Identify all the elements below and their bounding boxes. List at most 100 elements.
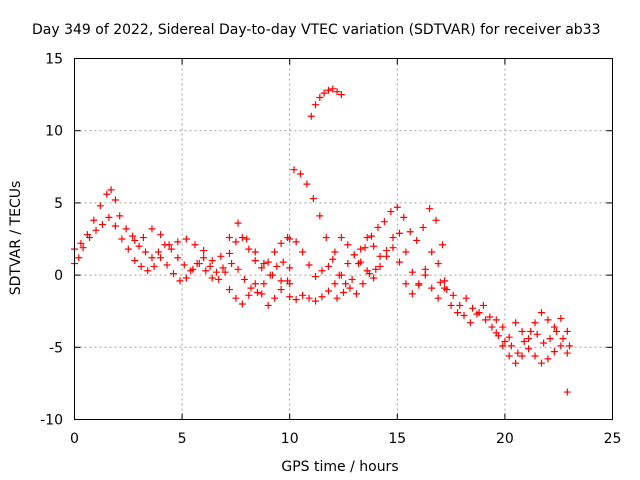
data-point — [553, 327, 561, 335]
data-point — [305, 294, 313, 302]
chart-title: Day 349 of 2022, Sidereal Day-to-day VTE… — [32, 22, 601, 38]
data-point — [157, 254, 165, 262]
data-point — [367, 232, 375, 240]
data-point — [148, 254, 156, 262]
data-point — [370, 274, 378, 282]
data-point — [150, 262, 158, 270]
data-point — [482, 316, 490, 324]
data-point — [225, 286, 233, 294]
data-point — [383, 252, 391, 260]
x-tick-labels: 0 5 10 15 20 25 — [70, 431, 621, 447]
data-point — [550, 348, 558, 356]
data-point — [520, 338, 528, 346]
data-point — [331, 280, 339, 288]
data-series — [225, 277, 292, 309]
data-point — [456, 301, 464, 309]
data-point — [148, 225, 156, 233]
y-tick-label: 0 — [54, 268, 63, 284]
data-point — [75, 254, 83, 262]
data-point — [533, 330, 541, 338]
data-point — [346, 284, 354, 292]
data-point — [299, 248, 307, 256]
x-tick-label: 20 — [496, 431, 514, 447]
data-point — [557, 342, 565, 350]
data-point — [387, 208, 395, 216]
data-point — [157, 231, 165, 239]
data-point — [195, 260, 203, 268]
data-series — [290, 166, 446, 288]
data-point — [337, 91, 345, 99]
data-point — [365, 270, 373, 278]
data-point — [376, 252, 384, 260]
data-point — [111, 196, 119, 204]
data-point — [180, 261, 188, 269]
data-series — [71, 213, 294, 296]
data-point — [232, 294, 240, 302]
data-point — [292, 296, 300, 304]
data-point — [473, 310, 481, 318]
data-point — [137, 262, 145, 270]
data-point — [135, 242, 143, 250]
x-tick-label: 0 — [70, 431, 79, 447]
data-point — [169, 270, 177, 278]
data-point — [90, 216, 98, 224]
data-point — [505, 333, 513, 341]
x-tick-label: 15 — [388, 431, 406, 447]
data-point — [258, 264, 266, 272]
data-point — [499, 323, 507, 331]
data-series — [307, 85, 345, 120]
data-point — [144, 267, 152, 275]
x-tick-label: 10 — [281, 431, 299, 447]
data-point — [389, 234, 397, 242]
data-point — [428, 284, 436, 292]
data-point — [312, 101, 320, 109]
data-point — [340, 288, 347, 296]
data-point — [374, 223, 382, 231]
data-point — [518, 327, 526, 335]
data-point — [243, 235, 251, 243]
data-point — [234, 265, 242, 273]
data-point — [277, 286, 285, 294]
data-point — [103, 190, 111, 198]
data-point — [324, 86, 332, 94]
data-point — [260, 260, 268, 268]
data-point — [421, 271, 429, 279]
data-point — [107, 186, 115, 194]
data-point — [344, 241, 352, 249]
data-point — [565, 342, 573, 350]
data-point — [359, 280, 367, 288]
data-point — [296, 170, 304, 178]
data-point — [129, 232, 137, 240]
data-point — [525, 345, 533, 353]
data-point — [514, 349, 522, 357]
data-point — [447, 301, 455, 309]
data-point — [191, 241, 199, 249]
data-point — [432, 216, 440, 224]
data-point — [200, 254, 208, 262]
data-point — [305, 261, 313, 269]
data-point — [331, 248, 339, 256]
data-point — [225, 249, 233, 257]
y-tick-label: -5 — [49, 340, 63, 356]
data-point — [318, 267, 326, 275]
data-point — [271, 248, 279, 256]
data-point — [333, 294, 341, 302]
data-point — [105, 213, 113, 221]
data-point — [363, 234, 371, 242]
data-point — [96, 202, 104, 210]
data-point — [292, 238, 300, 246]
data-point — [488, 323, 496, 331]
data-point — [402, 280, 410, 288]
data-point — [318, 293, 326, 301]
data-point — [312, 297, 320, 305]
data-point — [206, 262, 214, 270]
data-series — [492, 309, 571, 343]
data-point — [460, 312, 468, 320]
data-point — [531, 352, 539, 360]
data-point — [247, 284, 255, 292]
data-point — [389, 244, 397, 252]
data-point — [434, 294, 442, 302]
data-point — [546, 335, 554, 343]
data-point — [258, 290, 266, 298]
